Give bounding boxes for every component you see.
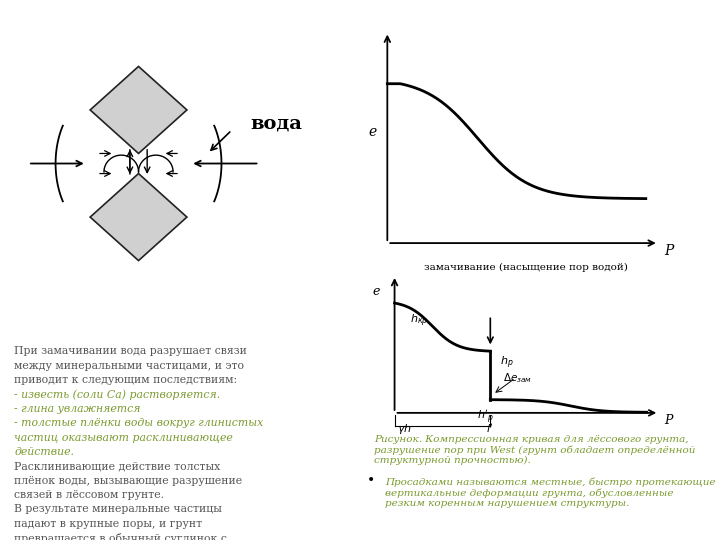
Text: $\gamma h$: $\gamma h$ [397, 422, 412, 436]
Text: плёнок воды, вызывающие разрушение: плёнок воды, вызывающие разрушение [14, 476, 243, 485]
Text: Просадками называются местные, быстро протекающие: Просадками называются местные, быстро пр… [385, 478, 716, 488]
Text: $h_р$: $h_р$ [500, 355, 514, 372]
Text: $\Delta e_{зам}$: $\Delta e_{зам}$ [503, 371, 532, 385]
Text: падают в крупные поры, и грунт: падают в крупные поры, и грунт [14, 519, 202, 529]
Text: действие.: действие. [14, 447, 74, 457]
Text: частиц оказывают расклинивающее: частиц оказывают расклинивающее [14, 433, 233, 442]
Text: Расклинивающие действие толстых: Расклинивающие действие толстых [14, 461, 220, 471]
Text: разрушение пор при West (грунт обладает определённой: разрушение пор при West (грунт обладает … [374, 446, 696, 455]
Text: P: P [664, 414, 672, 427]
Text: В результате минеральные частицы: В результате минеральные частицы [14, 504, 222, 515]
Text: вертикальные деформации грунта, обусловленные: вертикальные деформации грунта, обусловл… [385, 489, 674, 498]
Polygon shape [90, 66, 187, 153]
Text: превращается в обычный суглинок с: превращается в обычный суглинок с [14, 533, 227, 540]
Text: e: e [369, 125, 377, 139]
Text: e: e [372, 285, 379, 298]
Text: •: • [367, 474, 375, 488]
Text: структурной прочностью).: структурной прочностью). [374, 456, 531, 465]
Text: Рисунок. Компрессионная кривая для лёссового грунта,: Рисунок. Компрессионная кривая для лёссо… [374, 435, 689, 444]
Text: приводит к следующим последствиям:: приводит к следующим последствиям: [14, 375, 238, 385]
Text: $h'_р$: $h'_р$ [477, 409, 494, 426]
Text: При замачивании вода разрушает связи: При замачивании вода разрушает связи [14, 346, 247, 356]
Text: - глина увлажняется: - глина увлажняется [14, 404, 140, 414]
Text: - известь (соли Ca) растворяется.: - известь (соли Ca) растворяется. [14, 389, 220, 400]
Text: резким коренным нарушением структуры.: резким коренным нарушением структуры. [385, 500, 629, 509]
Text: замачивание (насыщение пор водой): замачивание (насыщение пор водой) [423, 263, 628, 272]
Text: P: P [664, 244, 673, 258]
Text: - толстые плёнки воды вокруг глинистых: - толстые плёнки воды вокруг глинистых [14, 418, 264, 428]
Polygon shape [90, 173, 187, 261]
Text: $l'$: $l'$ [487, 422, 494, 435]
Text: между минеральными частицами, и это: между минеральными частицами, и это [14, 361, 244, 370]
Text: $h_{кр}$: $h_{кр}$ [410, 313, 428, 329]
Text: вода: вода [251, 114, 303, 132]
Text: связей в лёссовом грунте.: связей в лёссовом грунте. [14, 490, 164, 500]
